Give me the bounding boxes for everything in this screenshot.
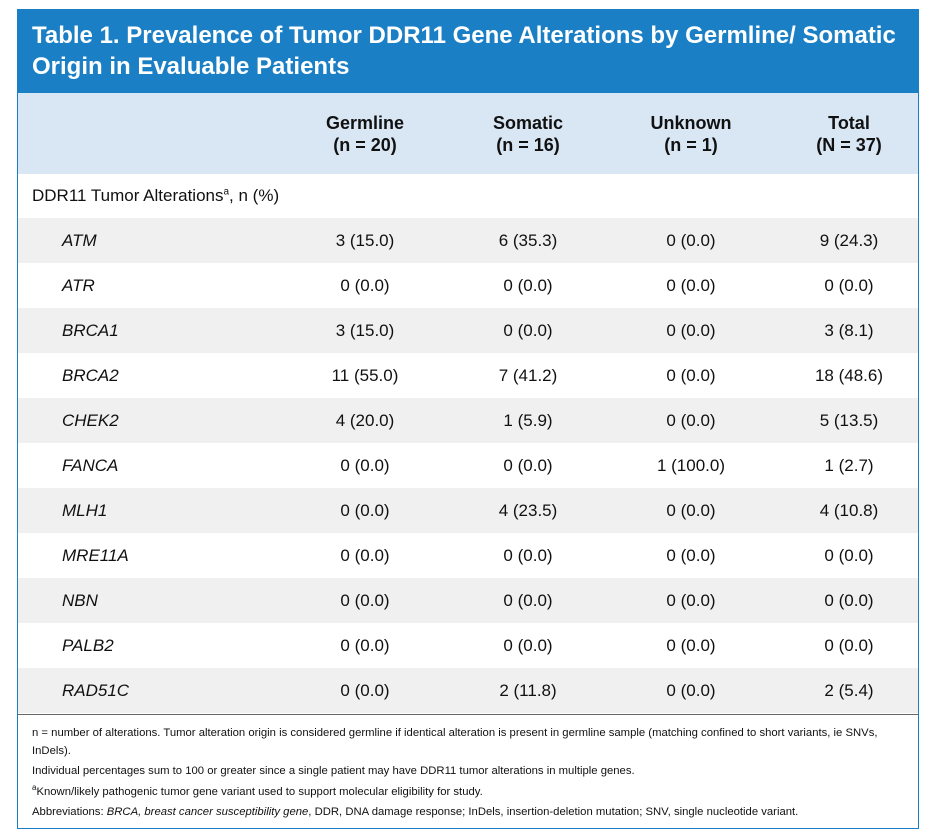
gene-name-cell: MRE11A <box>62 546 129 565</box>
column-header-label: Unknown <box>650 113 732 133</box>
footnote-marker: a <box>223 186 230 198</box>
total-value-cell: 9 (24.3) <box>819 231 879 250</box>
somatic-value-cell: 0 (0.0) <box>503 321 553 340</box>
total-value-cell: 18 (48.6) <box>814 366 884 385</box>
table-row: NBN 0 (0.0) 0 (0.0) 0 (0.0) 0 (0.0) <box>18 578 918 623</box>
germline-value-cell: 0 (0.0) <box>340 501 390 520</box>
table-row: ATM 3 (15.0) 6 (35.3) 0 (0.0) 9 (24.3) <box>18 218 918 263</box>
total-value-cell: 2 (5.4) <box>824 681 874 700</box>
column-header-somatic: Somatic (n = 16) <box>448 112 608 156</box>
column-header-row: Germline (n = 20) Somatic (n = 16) Unkno… <box>18 93 918 174</box>
total-value-cell: 1 (2.7) <box>824 456 874 475</box>
gene-name-cell: FANCA <box>62 456 119 475</box>
somatic-value-cell: 4 (23.5) <box>498 501 558 520</box>
germline-value-cell: 0 (0.0) <box>340 456 390 475</box>
table-row: MRE11A 0 (0.0) 0 (0.0) 0 (0.0) 0 (0.0) <box>18 533 918 578</box>
unknown-value-cell: 0 (0.0) <box>666 501 716 520</box>
germline-value-cell: 0 (0.0) <box>340 276 390 295</box>
total-value-cell: 0 (0.0) <box>824 546 874 565</box>
title-bar: Table 1. Prevalence of Tumor DDR11 Gene … <box>18 10 918 93</box>
unknown-value-cell: 1 (100.0) <box>656 456 726 475</box>
footnote-divider <box>18 714 918 715</box>
table-row: CHEK2 4 (20.0) 1 (5.9) 0 (0.0) 5 (13.5) <box>18 398 918 443</box>
footnote-n-definition: n = number of alterations. Tumor alterat… <box>32 727 878 757</box>
footnote-a: aKnown/likely pathogenic tumor gene vari… <box>32 783 483 798</box>
germline-value-cell: 11 (55.0) <box>331 366 399 385</box>
section-label: DDR11 Tumor Alterationsa, n (%) <box>32 186 280 205</box>
column-header-total: Total (N = 37) <box>769 112 929 156</box>
table-row: FANCA 0 (0.0) 0 (0.0) 1 (100.0) 1 (2.7) <box>18 443 918 488</box>
table-row: RAD51C 0 (0.0) 2 (11.8) 0 (0.0) 2 (5.4) <box>18 668 918 713</box>
unknown-value-cell: 0 (0.0) <box>666 231 716 250</box>
total-value-cell: 0 (0.0) <box>824 591 874 610</box>
section-row: DDR11 Tumor Alterationsa, n (%) <box>18 174 918 218</box>
somatic-value-cell: 0 (0.0) <box>503 456 553 475</box>
germline-value-cell: 4 (20.0) <box>335 411 395 430</box>
somatic-value-cell: 0 (0.0) <box>503 276 553 295</box>
gene-name-cell: BRCA1 <box>62 321 119 340</box>
total-value-cell: 4 (10.8) <box>819 501 879 520</box>
unknown-value-cell: 0 (0.0) <box>666 321 716 340</box>
column-header-label: Somatic <box>492 113 564 133</box>
gene-name-cell: PALB2 <box>62 636 114 655</box>
somatic-value-cell: 0 (0.0) <box>503 546 553 565</box>
table-row: BRCA1 3 (15.0) 0 (0.0) 0 (0.0) 3 (8.1) <box>18 308 918 353</box>
table-row: MLH1 0 (0.0) 4 (23.5) 0 (0.0) 4 (10.8) <box>18 488 918 533</box>
somatic-value-cell: 7 (41.2) <box>498 366 558 385</box>
total-value-cell: 0 (0.0) <box>824 636 874 655</box>
footnote-percent-note: Individual percentages sum to 100 or gre… <box>32 765 635 778</box>
unknown-value-cell: 0 (0.0) <box>666 636 716 655</box>
somatic-value-cell: 1 (5.9) <box>503 411 553 430</box>
gene-name-cell: BRCA2 <box>62 366 119 385</box>
germline-value-cell: 0 (0.0) <box>340 636 390 655</box>
unknown-value-cell: 0 (0.0) <box>666 411 716 430</box>
footnotes: n = number of alterations. Tumor alterat… <box>32 725 910 825</box>
total-value-cell: 5 (13.5) <box>819 411 879 430</box>
column-header-count: (n = 1) <box>664 135 718 155</box>
somatic-value-cell: 0 (0.0) <box>503 591 553 610</box>
column-header-count: (n = 16) <box>496 135 560 155</box>
table-figure: Table 1. Prevalence of Tumor DDR11 Gene … <box>17 9 919 829</box>
unknown-value-cell: 0 (0.0) <box>666 366 716 385</box>
table-row: BRCA2 11 (55.0) 7 (41.2) 0 (0.0) 18 (48.6) <box>18 353 918 398</box>
column-header-count: (n = 20) <box>333 135 397 155</box>
unknown-value-cell: 0 (0.0) <box>666 681 716 700</box>
table-title: Table 1. Prevalence of Tumor DDR11 Gene … <box>32 22 896 80</box>
germline-value-cell: 3 (15.0) <box>335 321 395 340</box>
unknown-value-cell: 0 (0.0) <box>666 546 716 565</box>
column-header-unknown: Unknown (n = 1) <box>611 112 771 156</box>
gene-name-cell: NBN <box>62 591 98 610</box>
gene-name-cell: RAD51C <box>62 681 130 700</box>
germline-value-cell: 0 (0.0) <box>340 546 390 565</box>
gene-name-cell: ATM <box>62 231 97 250</box>
gene-name-cell: MLH1 <box>62 501 108 520</box>
table-row: ATR 0 (0.0) 0 (0.0) 0 (0.0) 0 (0.0) <box>18 263 918 308</box>
somatic-value-cell: 6 (35.3) <box>498 231 558 250</box>
total-value-cell: 0 (0.0) <box>824 276 874 295</box>
table-row: PALB2 0 (0.0) 0 (0.0) 0 (0.0) 0 (0.0) <box>18 623 918 668</box>
table-body: ATM 3 (15.0) 6 (35.3) 0 (0.0) 9 (24.3) ATR 0 (… <box>18 218 918 713</box>
somatic-value-cell: 0 (0.0) <box>503 636 553 655</box>
column-header-germline: Germline (n = 20) <box>285 112 445 156</box>
gene-name-cell: CHEK2 <box>62 411 119 430</box>
unknown-value-cell: 0 (0.0) <box>666 591 716 610</box>
unknown-value-cell: 0 (0.0) <box>666 276 716 295</box>
total-value-cell: 3 (8.1) <box>824 321 874 340</box>
column-header-count: (N = 37) <box>816 135 882 155</box>
gene-name-cell: ATR <box>62 276 95 295</box>
footnote-abbreviations: Abbreviations: BRCA, breast cancer susce… <box>32 806 799 819</box>
somatic-value-cell: 2 (11.8) <box>499 681 557 700</box>
column-header-label: Total <box>828 113 870 133</box>
germline-value-cell: 0 (0.0) <box>340 681 390 700</box>
germline-value-cell: 0 (0.0) <box>340 591 390 610</box>
germline-value-cell: 3 (15.0) <box>335 231 395 250</box>
column-header-label: Germline <box>325 113 405 133</box>
